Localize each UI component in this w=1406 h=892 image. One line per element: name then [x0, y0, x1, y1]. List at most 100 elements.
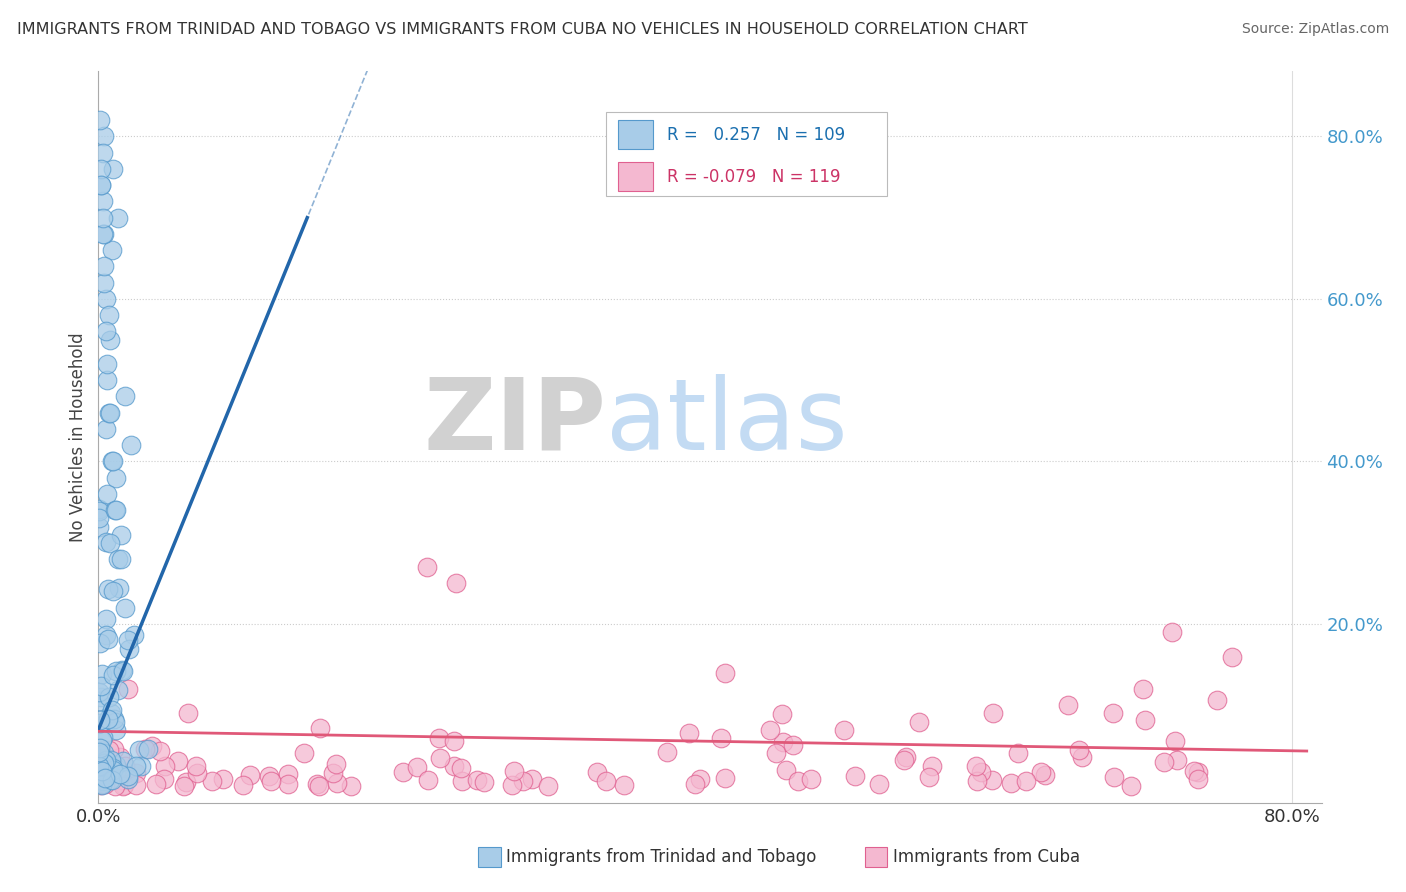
Point — [1067, 743, 1090, 757]
Point — [94, 764, 117, 779]
Point — [186, 765, 208, 780]
Point — [117, 772, 139, 786]
Point — [90, 764, 112, 779]
Point — [1164, 734, 1187, 748]
Text: IMMIGRANTS FROM TRINIDAD AND TOBAGO VS IMMIGRANTS FROM CUBA NO VEHICLES IN HOUSE: IMMIGRANTS FROM TRINIDAD AND TOBAGO VS I… — [17, 22, 1028, 37]
Point — [91, 667, 114, 681]
Point — [1220, 649, 1243, 664]
Point — [93, 764, 115, 778]
Point — [97, 712, 120, 726]
Point — [97, 582, 120, 596]
Point — [90, 778, 112, 792]
Point — [93, 777, 115, 791]
Point — [155, 759, 177, 773]
Point — [93, 746, 115, 760]
Point — [765, 746, 787, 760]
Point — [103, 584, 125, 599]
Point — [103, 161, 125, 176]
Point — [689, 772, 711, 786]
Point — [983, 706, 1005, 721]
Point — [114, 758, 136, 772]
Point — [108, 581, 131, 595]
Point — [118, 641, 141, 656]
Point — [450, 761, 472, 775]
Point — [89, 745, 111, 759]
Point — [186, 759, 208, 773]
Point — [259, 769, 281, 783]
Point — [1182, 764, 1205, 778]
Point — [277, 777, 299, 791]
Point — [800, 772, 823, 786]
Point — [416, 772, 439, 787]
Point — [122, 628, 145, 642]
Point — [103, 712, 125, 726]
Point — [537, 779, 560, 793]
Point — [678, 725, 700, 739]
Point — [101, 764, 124, 778]
Point — [101, 764, 124, 778]
Point — [101, 703, 124, 717]
Point — [585, 765, 607, 780]
Point — [277, 766, 299, 780]
Point — [714, 771, 737, 785]
Point — [709, 731, 731, 745]
Text: R =   0.257   N = 109: R = 0.257 N = 109 — [668, 126, 845, 144]
Point — [90, 178, 112, 193]
Point — [1014, 774, 1036, 789]
Point — [89, 520, 111, 534]
Point — [97, 763, 120, 777]
Point — [595, 774, 617, 789]
Point — [101, 772, 124, 787]
Point — [232, 778, 254, 792]
Point — [832, 723, 855, 737]
Point — [966, 773, 988, 788]
Point — [90, 755, 112, 769]
Point — [120, 438, 142, 452]
Point — [211, 772, 233, 786]
Point — [770, 707, 793, 722]
Point — [918, 770, 941, 784]
Point — [1007, 746, 1029, 760]
Point — [93, 767, 115, 781]
Point — [101, 454, 124, 468]
Point — [96, 357, 118, 371]
Point — [89, 758, 111, 772]
FancyBboxPatch shape — [606, 112, 887, 195]
Point — [980, 772, 1002, 787]
Point — [94, 325, 117, 339]
Point — [1057, 698, 1080, 713]
Point — [98, 333, 121, 347]
Point — [112, 778, 135, 792]
Point — [89, 741, 111, 756]
Point — [134, 742, 156, 756]
Point — [90, 690, 112, 704]
Point — [89, 713, 111, 727]
Point — [1206, 693, 1229, 707]
Point — [90, 742, 112, 756]
Point — [138, 741, 160, 756]
Point — [782, 738, 804, 752]
Point — [89, 511, 111, 525]
Point — [105, 664, 128, 678]
Point — [153, 772, 176, 787]
Point — [149, 744, 172, 758]
Point — [868, 777, 890, 791]
Point — [93, 260, 115, 274]
Point — [124, 759, 146, 773]
Point — [107, 682, 129, 697]
Point — [94, 292, 117, 306]
Point — [844, 768, 866, 782]
Point — [103, 761, 125, 775]
Point — [103, 667, 125, 681]
Point — [105, 503, 128, 517]
Point — [111, 664, 134, 678]
Point — [1187, 772, 1209, 786]
Point — [427, 731, 450, 746]
Point — [91, 773, 114, 788]
Point — [89, 762, 111, 776]
Point — [1101, 706, 1123, 721]
Point — [325, 776, 347, 790]
Point — [100, 706, 122, 720]
Point — [239, 768, 262, 782]
Point — [1033, 768, 1056, 782]
